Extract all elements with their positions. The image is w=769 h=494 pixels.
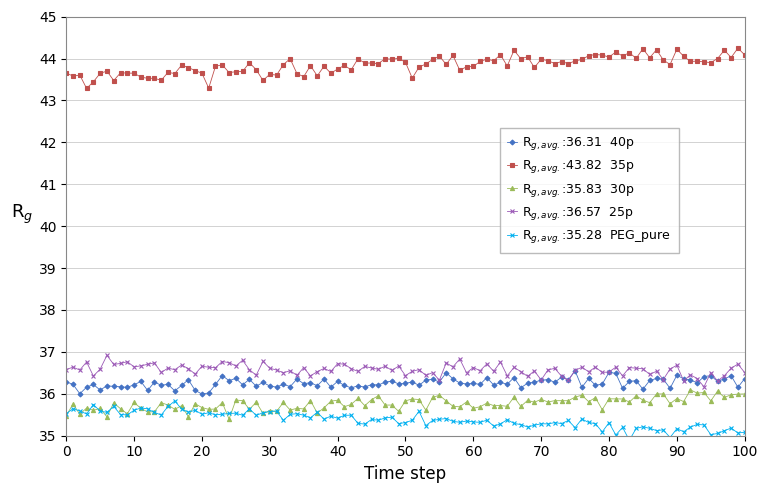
X-axis label: Time step: Time step [365, 465, 447, 483]
Legend: R$_{g,avg.}$:36.31  40p, R$_{g,avg.}$:43.82  35p, R$_{g,avg.}$:35.83  30p, R$_{g: R$_{g,avg.}$:36.31 40p, R$_{g,avg.}$:43.… [500, 127, 678, 252]
Y-axis label: R$_g$: R$_g$ [11, 203, 33, 226]
